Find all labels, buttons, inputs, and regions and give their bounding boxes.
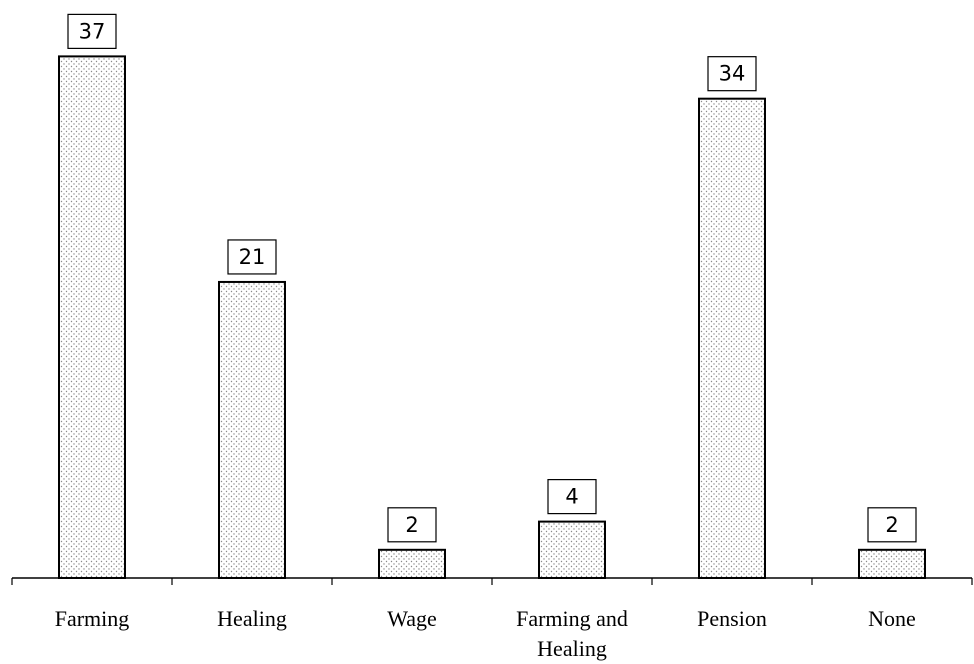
x-tick-label: Healing: [217, 606, 287, 631]
data-label: 21: [239, 245, 266, 269]
data-label-box: [227, 239, 277, 275]
data-label-box: [547, 479, 597, 515]
data-label-box: [867, 507, 917, 543]
data-label: 2: [405, 513, 418, 537]
data-label-box: [387, 507, 437, 543]
bar: [858, 548, 926, 579]
bar: [378, 548, 446, 579]
x-tick-label: None: [868, 606, 916, 631]
data-label: 2: [885, 513, 898, 537]
data-label: 37: [79, 19, 106, 43]
data-label: 4: [565, 485, 578, 509]
bar: [58, 55, 126, 579]
data-label: 34: [719, 62, 746, 86]
x-tick-label: Wage: [387, 606, 437, 631]
data-label-box: [707, 56, 757, 92]
bar: [538, 520, 606, 579]
x-tick-label: Pension: [697, 606, 767, 631]
x-tick-label: Farming and Healing: [516, 606, 628, 661]
bar: [698, 97, 766, 580]
bar: [218, 280, 286, 579]
data-label-box: [67, 13, 117, 49]
x-tick-label: Farming: [54, 606, 130, 631]
